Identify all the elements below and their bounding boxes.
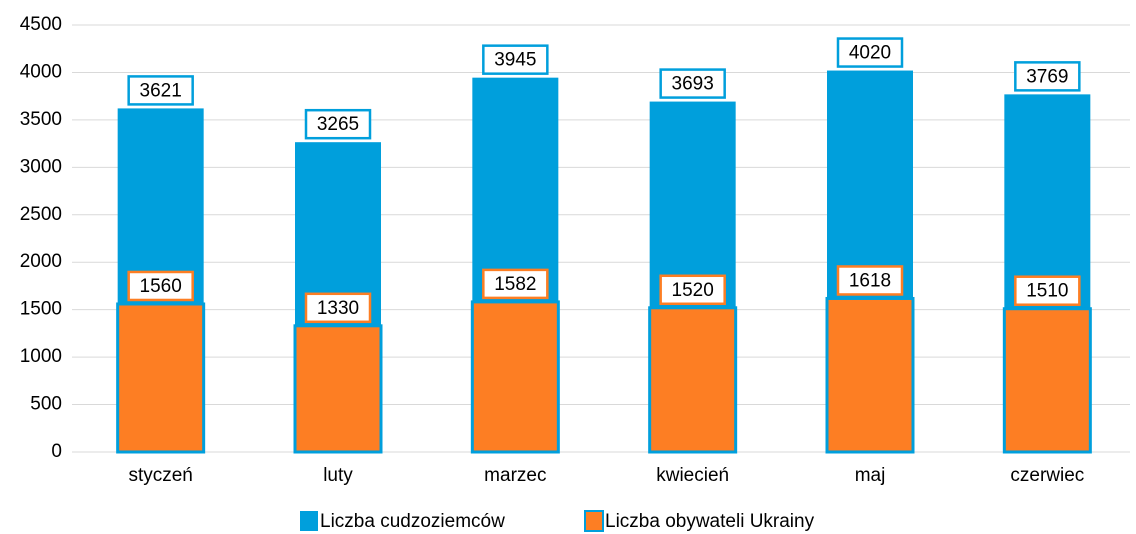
y-tick-label: 1000	[20, 346, 62, 367]
data-label-box	[304, 292, 372, 324]
data-label-box	[304, 108, 372, 140]
data-label: 1618	[849, 270, 891, 291]
x-tick-label: czerwiec	[1010, 465, 1084, 486]
x-tick-label: maj	[855, 465, 886, 486]
legend-swatch	[300, 511, 318, 531]
bar	[1002, 307, 1092, 454]
data-label: 3945	[494, 50, 536, 71]
data-label: 3265	[317, 114, 359, 135]
data-label: 1582	[494, 274, 536, 295]
data-label: 1330	[317, 298, 359, 319]
y-tick-label: 1500	[20, 299, 62, 320]
bar	[470, 300, 560, 454]
bar	[116, 302, 206, 454]
legend-swatch	[584, 510, 604, 532]
data-label: 3621	[140, 80, 182, 101]
y-tick-label: 500	[30, 394, 62, 415]
y-tick-label: 4500	[20, 14, 62, 35]
data-label: 3693	[672, 74, 714, 95]
y-tick-label: 0	[51, 441, 62, 462]
data-label-box	[659, 68, 726, 99]
data-label: 3769	[1026, 66, 1068, 87]
data-label: 4020	[849, 43, 891, 64]
data-label-box	[1014, 275, 1081, 306]
y-tick-label: 3500	[20, 109, 62, 130]
y-tick-label: 3000	[20, 156, 62, 177]
x-tick-label: styczeń	[128, 465, 192, 486]
data-label-box	[127, 270, 194, 302]
data-label-box	[482, 268, 549, 300]
data-label-box	[836, 265, 904, 296]
bar	[648, 306, 738, 454]
bar	[293, 324, 383, 454]
data-label: 1510	[1026, 281, 1068, 302]
bar	[825, 296, 915, 454]
y-tick-label: 2000	[20, 251, 62, 272]
x-tick-label: luty	[323, 465, 353, 486]
y-tick-label: 2500	[20, 204, 62, 225]
legend-label: Liczba obywateli Ukrainy	[605, 511, 815, 532]
legend-label: Liczba cudzoziemców	[320, 511, 505, 532]
data-label-box	[482, 44, 549, 75]
x-tick-label: marzec	[484, 465, 546, 486]
data-label-box	[659, 274, 726, 306]
data-label-box	[1014, 61, 1081, 92]
y-tick-label: 4000	[20, 61, 62, 82]
data-label-box	[127, 75, 194, 106]
data-label: 1560	[140, 276, 182, 297]
data-label-box	[836, 37, 904, 68]
data-label: 1520	[672, 280, 714, 301]
x-tick-label: kwiecień	[656, 465, 729, 486]
